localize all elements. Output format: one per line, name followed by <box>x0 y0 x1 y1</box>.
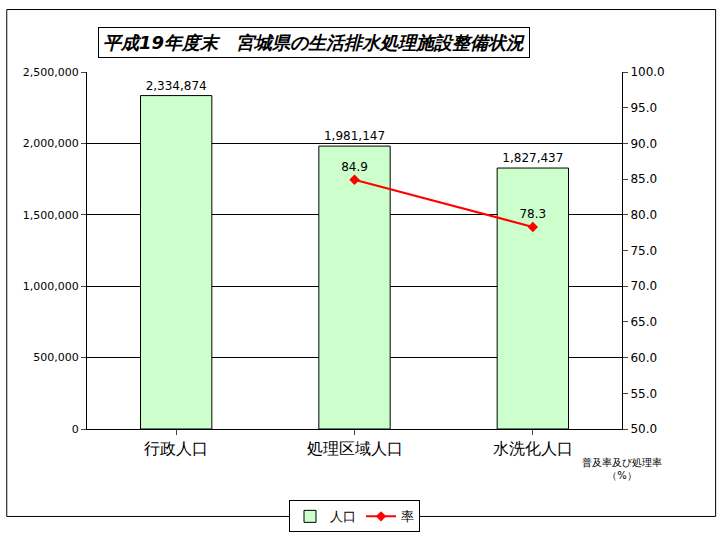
svg-text:80.0: 80.0 <box>630 208 657 222</box>
svg-text:65.0: 65.0 <box>630 315 657 329</box>
svg-text:2,500,000: 2,500,000 <box>23 66 79 79</box>
svg-text:84.9: 84.9 <box>341 160 368 174</box>
svg-text:2,000,000: 2,000,000 <box>23 137 79 150</box>
svg-text:1,981,147: 1,981,147 <box>324 129 385 143</box>
svg-text:90.0: 90.0 <box>630 137 657 151</box>
svg-text:100.0: 100.0 <box>630 65 664 79</box>
svg-text:500,000: 500,000 <box>33 351 79 364</box>
svg-text:78.3: 78.3 <box>519 207 546 221</box>
svg-text:普及率及び処理率（%）: 普及率及び処理率（%） <box>582 457 662 481</box>
svg-text:95.0: 95.0 <box>630 101 657 115</box>
svg-text:85.0: 85.0 <box>630 172 657 186</box>
svg-text:55.0: 55.0 <box>630 387 657 401</box>
svg-text:人口: 人口 <box>330 509 356 524</box>
svg-text:70.0: 70.0 <box>630 279 657 293</box>
svg-text:1,500,000: 1,500,000 <box>23 209 79 222</box>
svg-text:行政人口: 行政人口 <box>144 439 208 458</box>
svg-text:1,000,000: 1,000,000 <box>23 280 79 293</box>
svg-text:1,827,437: 1,827,437 <box>502 151 563 165</box>
svg-text:0: 0 <box>72 423 79 436</box>
svg-text:率: 率 <box>401 509 414 524</box>
svg-text:処理区域人口: 処理区域人口 <box>307 439 403 458</box>
svg-text:75.0: 75.0 <box>630 244 657 258</box>
svg-text:50.0: 50.0 <box>630 422 657 436</box>
svg-text:平成19年度末 宮城県の生活排水処理施設整備状況: 平成19年度末 宮城県の生活排水処理施設整備状況 <box>103 32 525 53</box>
svg-text:水洗化人口: 水洗化人口 <box>493 439 573 458</box>
svg-text:60.0: 60.0 <box>630 351 657 365</box>
svg-text:2,334,874: 2,334,874 <box>146 79 207 93</box>
